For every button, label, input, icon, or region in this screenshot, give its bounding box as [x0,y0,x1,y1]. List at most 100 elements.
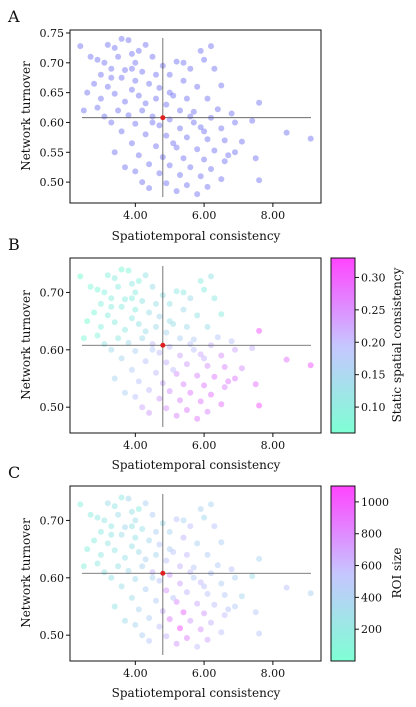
scatter-point [94,560,101,567]
scatter-point [249,573,256,580]
y-tick-label: 0.75 [40,27,65,40]
scatter-point [139,563,146,570]
scatter-point [97,300,104,307]
scatter-point [142,586,149,593]
scatter-point [101,289,108,296]
scatter-point [118,266,125,273]
scatter-point [228,338,235,345]
colorbar-label: ROI size [390,548,404,599]
scatter-point [111,90,118,97]
scatter-point [180,77,187,84]
scatter-point [125,112,132,119]
scatter-point [166,571,173,578]
scatter-point [197,278,204,284]
scatter-point [108,574,115,581]
x-tick-label: 6.00 [192,439,217,452]
scatter-point [146,637,153,644]
scatter-point [201,355,208,362]
scatter-point [156,122,163,129]
scatter-point [187,341,194,348]
x-tick-label: 4.00 [123,439,148,452]
scatter-point [177,335,183,342]
scatter-point [177,125,183,132]
scatter-point [218,311,225,318]
scatter-point [201,56,208,63]
scatter-point [132,77,139,84]
colorbar [330,257,356,434]
scatter-point [256,99,263,106]
scatter-point [142,41,149,48]
scatter-point [146,409,153,416]
scatter-point [180,59,187,66]
scatter-point [228,566,235,573]
scatter-point [115,335,122,342]
scatter-point [218,629,225,636]
panel-label: B [8,235,20,254]
colorbar-tick-label: 800 [361,528,382,541]
scatter-point [307,135,314,142]
scatter-point [187,65,194,72]
scatter-point [197,124,204,131]
scatter-point [94,104,101,111]
scatter-point [87,283,94,290]
scatter-point [108,346,115,353]
scatter-point [153,71,159,78]
y-tick-label: 0.50 [40,629,65,642]
scatter-point [197,47,204,54]
scatter-point [180,381,187,388]
scatter-point [128,508,135,515]
colorbar-tick-label: 0.15 [361,369,386,382]
scatter-point [128,280,135,287]
scatter-point [108,531,115,538]
scatter-point [153,528,159,535]
scatter-point [101,517,108,524]
scatter-point [118,355,125,362]
colorbar [330,485,356,662]
scatter-point [115,511,122,518]
scatter-point [204,362,211,369]
x-tick-label: 4.00 [123,209,148,222]
scatter-point [208,391,214,398]
scatter-point [142,272,149,279]
colorbar-tick-label: 600 [361,560,382,573]
scatter-point [91,537,98,544]
scatter-point [221,592,228,598]
colorbar-tick-label: 200 [361,623,382,636]
colorbar-ticks: 0.10 0.15 0.20 0.25 0.30 [355,271,386,414]
scatter-point [221,364,228,370]
scatter-point [132,393,139,400]
x-axis-label: Spatiotemporal consistency [112,686,281,700]
scatter-point [153,597,159,604]
scatter-point [101,113,108,120]
scatter-point [108,119,115,126]
scatter-point [111,375,118,382]
scatter-point [149,119,156,126]
scatter-point [156,577,163,584]
scatter-point [132,59,139,66]
scatter-point [153,143,159,150]
scatter-point [104,83,111,90]
scatter-point [111,603,118,610]
scatter-point [187,389,194,396]
scatter-point [115,107,122,114]
scatter-point [125,37,132,44]
scatter-point [232,375,238,382]
scatter-point [252,155,259,162]
scatter-point [132,306,139,313]
y-axis-label: Network turnover [19,61,33,171]
plot-frame [69,29,322,204]
scatter-point [153,95,159,102]
scatter-point [94,286,101,293]
colorbar-tick-label: 400 [361,591,382,604]
panel-label: C [8,463,20,482]
colorbar-ticks: 200 400 600 800 1000 [355,496,389,636]
scatter-point [256,555,263,562]
scatter-point [170,92,177,99]
scatter-point [173,58,180,65]
scatter-point [104,500,111,507]
scatter-point [80,107,87,114]
scatter-point [194,540,201,547]
y-tick-label: 0.65 [40,87,65,100]
scatter-point [238,593,245,600]
scatter-point [166,89,173,96]
